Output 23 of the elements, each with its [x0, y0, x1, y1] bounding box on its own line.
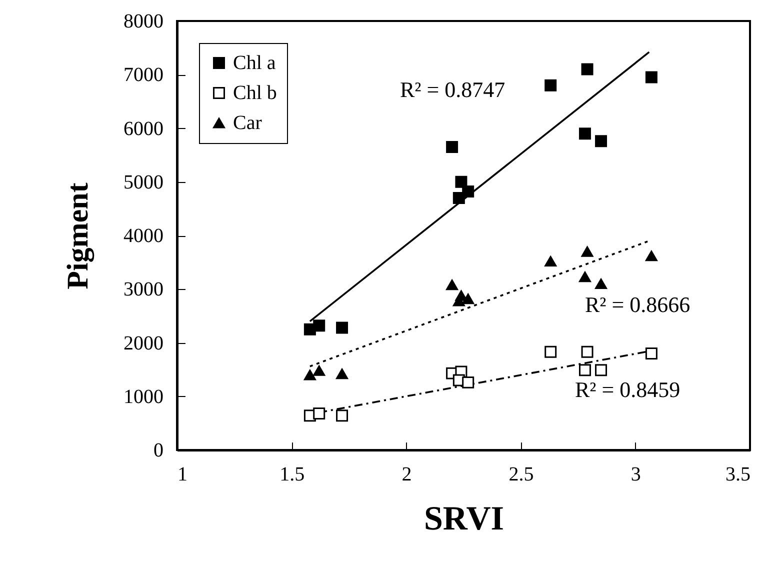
x-tick-label: 3 — [630, 464, 641, 486]
y-tick-label: 0 — [154, 440, 164, 462]
x-tick-label: 1.5 — [280, 464, 305, 486]
legend-label: Car — [233, 112, 262, 134]
annotation: R² = 0.8666 — [585, 292, 690, 317]
y-tick-label: 3000 — [124, 278, 164, 301]
y-tick-label: 5000 — [124, 171, 164, 194]
x-tick-label: 3.5 — [726, 464, 750, 486]
y-tick-label: 1000 — [124, 386, 164, 408]
legend-label: Chl b — [233, 82, 277, 104]
legend-label: Chl a — [233, 52, 276, 74]
annotation: R² = 0.8459 — [575, 377, 680, 402]
annotation: R² = 0.8747 — [400, 77, 506, 102]
y-tick-label: 7000 — [124, 64, 164, 86]
x-axis-title: SRVI — [424, 500, 504, 538]
x-tick-label: 2.5 — [508, 464, 534, 486]
y-tick-label: 8000 — [124, 10, 164, 32]
y-axis-title: Pigment — [62, 182, 94, 290]
y-tick-label: 2000 — [124, 332, 164, 354]
x-tick-label: 1 — [178, 464, 188, 486]
y-tick-label: 4000 — [124, 225, 164, 247]
x-tick-label: 2 — [402, 464, 412, 486]
y-tick-label: 6000 — [124, 118, 164, 140]
